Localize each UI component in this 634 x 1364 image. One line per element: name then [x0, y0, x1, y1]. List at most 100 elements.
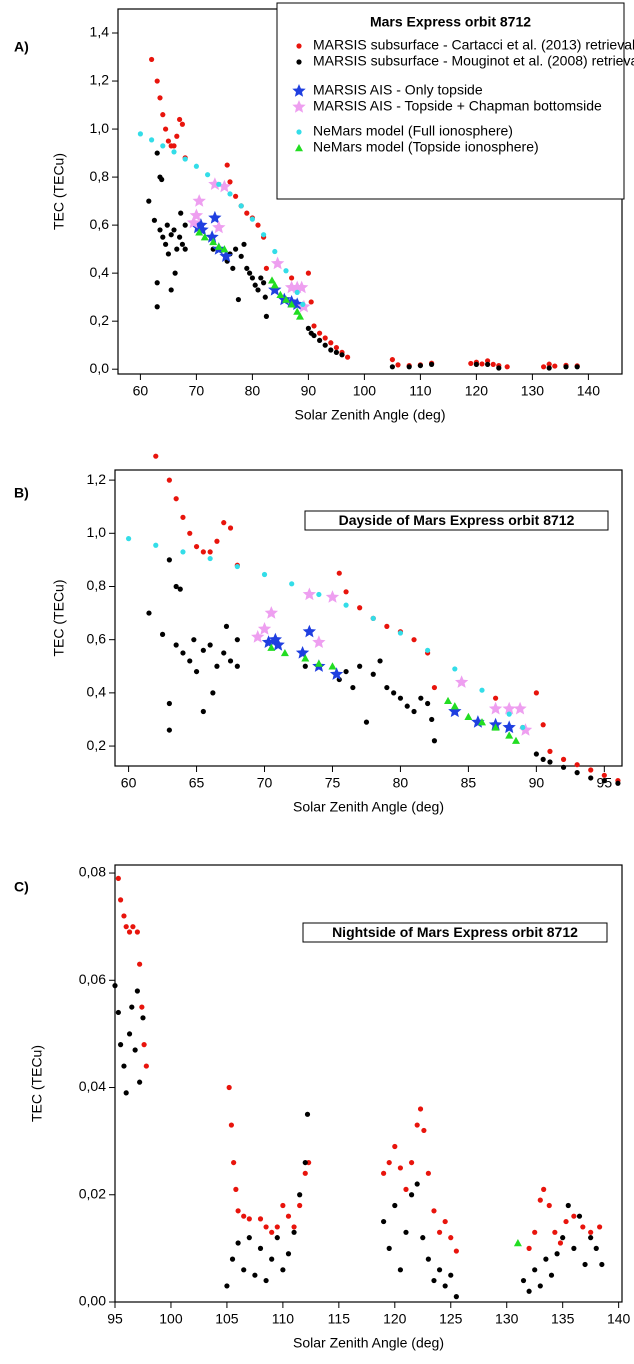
data-point	[381, 1218, 387, 1225]
data-point	[182, 156, 188, 162]
data-point	[285, 1251, 292, 1257]
y-tick-label: 0,0	[90, 360, 110, 376]
x-tick-label: 60	[121, 775, 137, 791]
data-point	[217, 179, 232, 193]
data-point	[343, 602, 349, 608]
y-tick-label: 0,04	[79, 1078, 106, 1094]
legend-label: NeMars model (Topside ionosphere)	[313, 139, 539, 155]
data-point	[450, 702, 459, 710]
data-point	[381, 1170, 387, 1176]
x-axis-label: Solar Zenith Angle (deg)	[293, 799, 444, 815]
data-point	[384, 684, 390, 691]
data-point	[588, 767, 594, 773]
data-point	[117, 1042, 124, 1048]
data-point	[157, 227, 163, 233]
data-point	[397, 630, 404, 636]
data-point	[252, 282, 258, 288]
data-point	[289, 275, 295, 281]
y-tick-label: 0,6	[90, 216, 110, 232]
data-point	[182, 246, 188, 252]
data-point	[244, 210, 250, 216]
data-point	[280, 1202, 286, 1209]
data-point	[297, 1192, 303, 1198]
data-point	[408, 1159, 415, 1166]
data-point	[168, 232, 174, 238]
data-point	[154, 150, 160, 156]
data-point	[173, 642, 179, 648]
data-point	[588, 1235, 594, 1241]
data-point	[214, 242, 223, 250]
data-point	[296, 312, 304, 320]
data-point	[601, 772, 607, 778]
data-point	[560, 1235, 566, 1241]
panel-label: C)	[14, 879, 29, 895]
data-point	[283, 268, 289, 274]
data-point	[214, 663, 220, 669]
data-point	[391, 690, 397, 696]
data-point	[207, 549, 213, 555]
data-point	[302, 1170, 308, 1176]
x-tick-label: 120	[383, 1311, 407, 1327]
legend-marker	[296, 129, 302, 135]
data-point	[209, 237, 218, 246]
data-point	[115, 875, 121, 882]
data-point	[193, 163, 199, 169]
data-point	[293, 307, 302, 315]
data-point	[370, 671, 376, 677]
x-tick-label: 85	[461, 775, 477, 791]
legend-label: MARSIS subsurface - Mouginot et al. (200…	[313, 53, 634, 69]
data-point	[269, 1229, 275, 1235]
data-point	[154, 304, 160, 310]
data-point	[159, 176, 165, 183]
data-point	[403, 1229, 409, 1235]
data-point	[207, 642, 213, 648]
data-point	[295, 280, 309, 294]
data-point	[312, 635, 326, 648]
data-point	[146, 610, 152, 616]
title-box	[302, 922, 608, 943]
data-point	[192, 194, 206, 207]
data-point	[255, 287, 261, 293]
data-point	[112, 983, 118, 989]
data-point	[177, 586, 183, 592]
data-point	[370, 615, 376, 621]
data-point	[548, 1272, 555, 1278]
data-point	[325, 590, 340, 603]
data-point	[270, 281, 279, 289]
data-point	[234, 637, 240, 643]
data-point	[317, 330, 323, 336]
data-point	[574, 364, 580, 370]
data-point	[329, 667, 344, 680]
data-point	[216, 181, 222, 187]
data-point	[436, 1267, 443, 1273]
data-point	[336, 676, 342, 683]
x-tick-label: 80	[245, 383, 261, 399]
data-point	[377, 658, 383, 664]
data-point	[117, 897, 124, 903]
data-point	[257, 622, 272, 635]
data-point	[193, 543, 200, 550]
data-point	[311, 323, 317, 329]
data-point	[268, 276, 276, 284]
data-point	[404, 703, 410, 709]
legend-label: MARSIS subsurface - Cartacci et al. (201…	[313, 37, 634, 53]
data-point	[386, 1159, 392, 1166]
data-point	[541, 364, 547, 370]
data-point	[235, 1208, 241, 1214]
data-point	[258, 275, 264, 281]
data-point	[425, 1170, 431, 1176]
data-point	[546, 365, 552, 371]
data-point	[164, 222, 170, 228]
data-point	[490, 361, 496, 367]
data-point	[180, 549, 186, 555]
data-point	[163, 241, 169, 247]
data-point	[205, 230, 219, 243]
data-point	[125, 536, 132, 542]
x-tick-label: 130	[495, 1311, 519, 1327]
data-point	[442, 1218, 448, 1225]
data-point	[223, 623, 230, 629]
data-point	[471, 715, 485, 728]
data-point	[244, 265, 250, 271]
y-tick-label: 0,8	[90, 168, 110, 184]
legend-label: MARSIS AIS - Only topside	[313, 82, 483, 98]
